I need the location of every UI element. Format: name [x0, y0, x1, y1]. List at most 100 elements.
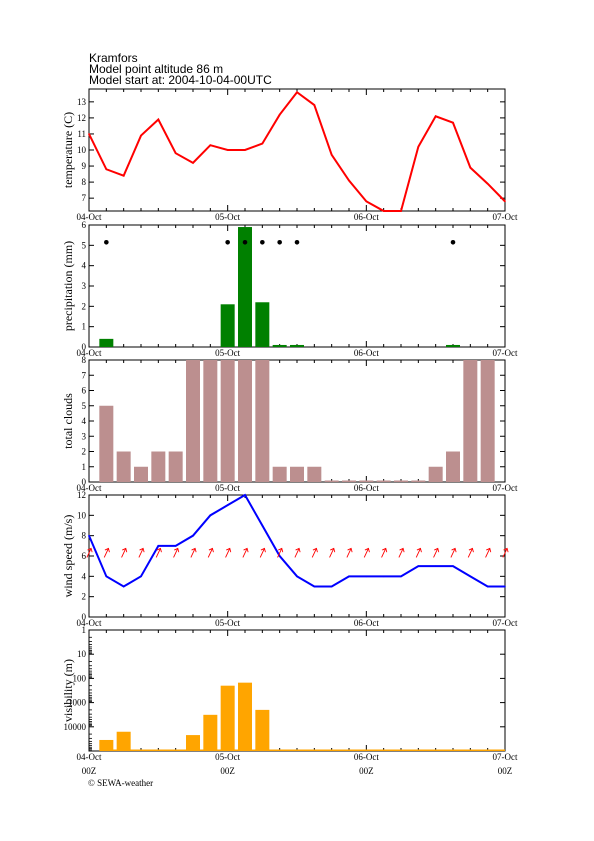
- wind-direction-arrow: [485, 547, 492, 558]
- precipitation-y-tick-label: 0: [82, 342, 87, 352]
- wind-direction-arrow: [381, 547, 388, 558]
- clouds-y-tick-label: 0: [82, 477, 87, 487]
- wind-data-point: [261, 524, 264, 527]
- precipitation-shower-marker: [225, 239, 230, 245]
- visibility-bar: [186, 735, 200, 751]
- wind-direction-arrow: [259, 547, 266, 558]
- temperature-y-tick-label: 12: [77, 113, 86, 123]
- visibility-x-tick-label: 06-Oct: [354, 752, 379, 762]
- clouds-x-tick-label: 06-Oct: [354, 483, 379, 493]
- temperature-data-point: [365, 200, 368, 203]
- clouds-bar: [203, 360, 218, 482]
- temperature-data-point: [261, 142, 264, 145]
- wind-data-point: [88, 534, 90, 537]
- temperature-y-tick-label: 9: [82, 161, 87, 171]
- wind-y-tick-label: 12: [77, 490, 86, 500]
- wind-data-point: [244, 494, 246, 496]
- wind-data-point: [504, 585, 506, 588]
- wind-y-label: wind speed (m/s): [61, 515, 75, 598]
- temperature-y-tick-label: 11: [77, 129, 86, 139]
- temperature-data-point: [192, 162, 194, 164]
- wind-direction-arrow: [415, 547, 422, 558]
- wind-direction-arrow: [467, 547, 474, 558]
- visibility-y-tick-label: 100: [73, 673, 87, 683]
- wind-y-tick-label: 2: [82, 592, 87, 602]
- precipitation-y-tick-label: 4: [82, 261, 87, 271]
- location-title: Kramfors: [89, 51, 138, 65]
- temperature-x-tick-label: 07-Oct: [493, 212, 518, 222]
- temperature-data-point: [209, 144, 212, 146]
- temperature-data-point: [122, 174, 125, 177]
- wind-data-point: [434, 565, 437, 567]
- wind-data-point: [209, 514, 212, 517]
- wind-series-line: [88, 493, 505, 588]
- wind-direction-arrow: [502, 547, 509, 558]
- wind-data-point: [365, 575, 368, 578]
- wind-direction-arrow: [311, 547, 318, 558]
- temperature-data-point: [330, 154, 333, 156]
- wind-x-tick-label: 06-Oct: [354, 618, 379, 628]
- visibility-x-tick-label-bottom: 00Z: [359, 766, 374, 776]
- wind-direction-arrow: [121, 547, 128, 558]
- precipitation-y-tick-label: 2: [82, 301, 87, 311]
- temperature-data-point: [400, 210, 402, 212]
- clouds-bar: [220, 360, 235, 482]
- wind-direction-arrow: [450, 547, 457, 558]
- visibility-x-tick-label: 04-Oct: [77, 752, 102, 762]
- visibility-bar: [99, 739, 114, 751]
- wind-panel: 04-Oct 05-Oct 06-Oct 07-Oct 0 2 4 6 8 10 12 wind sp…: [61, 490, 518, 628]
- wind-direction-arrow: [346, 547, 353, 558]
- wind-y-tick-label: 4: [82, 571, 87, 581]
- clouds-bar: [411, 480, 426, 482]
- wind-direction-arrow: [155, 547, 162, 558]
- temperature-data-point: [296, 91, 298, 94]
- clouds-bar: [463, 360, 478, 482]
- wind-data-point: [122, 585, 125, 588]
- wind-data-point: [400, 575, 402, 578]
- temperature-data-point: [226, 149, 229, 151]
- temperature-data-point: [174, 152, 177, 155]
- wind-direction-arrow: [225, 547, 232, 558]
- wind-direction-arrow: [242, 547, 249, 558]
- clouds-bar: [480, 360, 495, 482]
- visibility-bar: [238, 682, 252, 751]
- precipitation-shower-marker: [104, 239, 109, 245]
- precipitation-panel: 04-Oct 05-Oct 06-Oct 07-Oct 0 1 2 3 4 5 6 precipita…: [61, 220, 518, 358]
- model-start-subtitle: Model start at: 2004-10-04-00UTC: [89, 73, 272, 87]
- wind-data-point: [105, 575, 108, 578]
- clouds-y-tick-label: 6: [82, 386, 87, 396]
- clouds-bar: [168, 451, 183, 482]
- temperature-y-tick-label: 8: [82, 177, 87, 187]
- clouds-bar: [394, 480, 408, 482]
- precipitation-x-tick-label: 04-Oct: [77, 348, 102, 358]
- wind-data-point: [382, 575, 385, 578]
- temperature-data-point: [313, 104, 316, 106]
- wind-direction-arrow: [294, 547, 301, 558]
- temperature-data-point: [382, 210, 385, 212]
- clouds-x-tick-label: 04-Oct: [77, 483, 102, 493]
- visibility-y-label: visibility (m): [61, 659, 75, 722]
- clouds-y-tick-label: 2: [82, 447, 87, 457]
- visibility-bar: [255, 709, 270, 751]
- clouds-bar: [324, 480, 339, 482]
- altitude-subtitle: Model point altitude 86 m: [89, 62, 224, 76]
- clouds-bar: [342, 480, 356, 482]
- precipitation-bar: [255, 302, 270, 347]
- clouds-y-tick-label: 7: [82, 370, 87, 380]
- clouds-bar: [359, 480, 374, 482]
- temperature-panel: 04-Oct 05-Oct 06-Oct 07-Oct 7 8 9 10 11 12 13tempe…: [61, 88, 518, 222]
- wind-direction-arrow: [277, 547, 284, 558]
- wind-y-tick-label: 10: [77, 510, 87, 520]
- clouds-bar: [446, 451, 460, 482]
- precipitation-y-tick-label: 1: [82, 322, 87, 332]
- clouds-bar: [134, 466, 148, 482]
- precipitation-bar: [290, 344, 304, 347]
- wind-x-tick-label: 04-Oct: [77, 618, 102, 628]
- wind-data-point: [486, 585, 489, 588]
- wind-data-point: [313, 585, 316, 588]
- temperature-data-point: [434, 115, 437, 118]
- wind-direction-arrow: [173, 547, 180, 558]
- wind-direction-arrow: [329, 547, 336, 558]
- temperature-data-point: [486, 182, 489, 185]
- wind-direction-arrow: [86, 547, 93, 558]
